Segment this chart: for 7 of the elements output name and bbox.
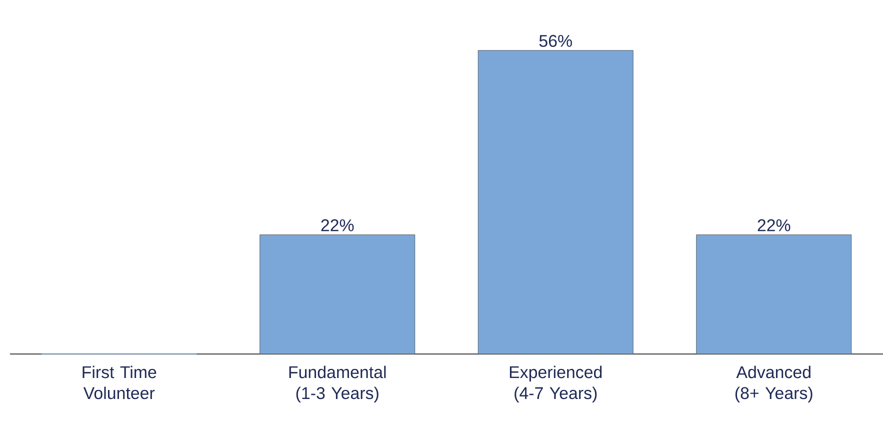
- x-tick-label: Experienced (4-7 Years): [510, 366, 602, 402]
- x-tick-label: Fundamental (1-3 Years): [289, 366, 386, 402]
- data-label: 56%: [539, 34, 572, 47]
- x-tick-label: Advanced (8+ Years): [735, 366, 812, 402]
- data-label: 22%: [321, 219, 354, 232]
- data-label: 22%: [758, 219, 790, 232]
- x-tick-label: First Time Volunteer: [82, 366, 156, 400]
